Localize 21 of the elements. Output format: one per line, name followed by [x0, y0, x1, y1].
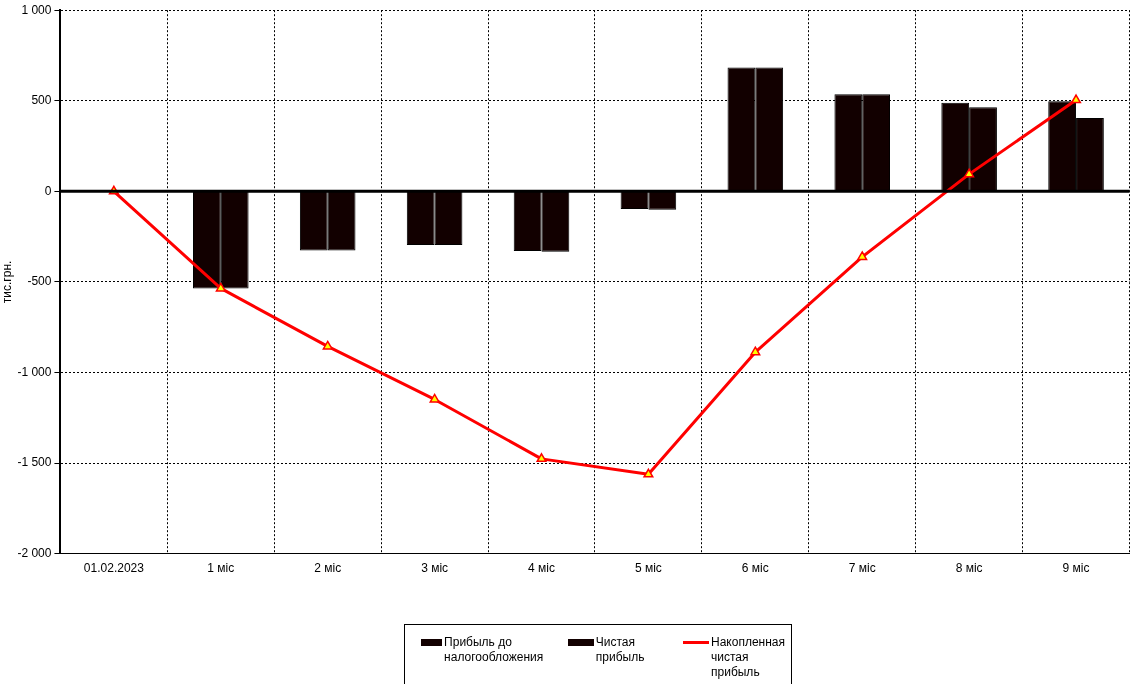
y-tick-label: -500: [27, 274, 52, 289]
legend-label: Чистая прибыль: [595, 635, 646, 665]
x-tick-label: 6 міс: [741, 561, 769, 576]
legend-label: Накопленная чистая прибыль: [711, 635, 786, 680]
x-tick-label: 3 міс: [421, 561, 449, 576]
x-tick-label: 1 міс: [207, 561, 235, 576]
y-tick-label: 0: [44, 183, 52, 198]
y-tick-label: 500: [31, 93, 52, 108]
legend-label: Прибыль до налогообложения: [444, 635, 545, 665]
x-tick-label: 8 міс: [955, 561, 983, 576]
y-axis-title: тис.грн.: [0, 260, 14, 304]
y-tick-label: 1 000: [21, 2, 52, 17]
x-tick-label: 7 міс: [848, 561, 876, 576]
y-tick-label: -1 500: [17, 455, 52, 470]
x-tick-label: 01.02.2023: [83, 561, 145, 576]
y-tick-label: -1 000: [17, 364, 52, 379]
x-tick-label: 2 міс: [314, 561, 342, 576]
y-tick-label: -2 000: [17, 545, 52, 560]
x-tick-label: 9 міс: [1062, 561, 1090, 576]
x-tick-label: 5 міс: [634, 561, 662, 576]
x-tick-label: 4 міс: [528, 561, 555, 576]
